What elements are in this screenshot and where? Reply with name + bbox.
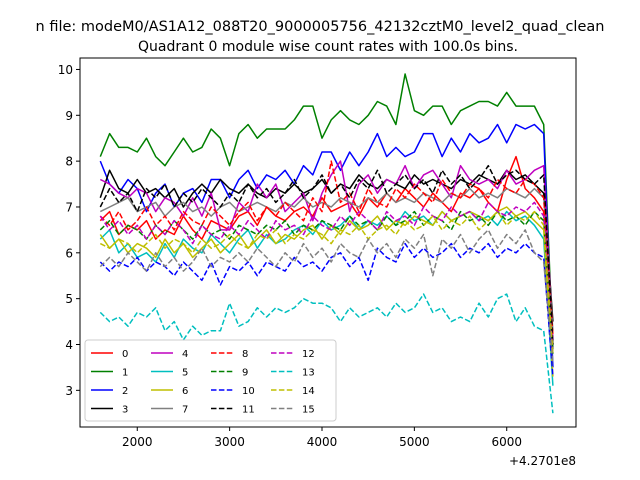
figure-suptitle: n file: modeM0/AS1A12_088T20_9000005756_…: [36, 19, 605, 35]
series-line-14: [99, 210, 554, 354]
series-line-6: [99, 206, 554, 377]
x-tick-label: 2000: [122, 435, 153, 449]
legend-label-0: 0: [122, 349, 128, 360]
legend-label-9: 9: [242, 368, 248, 379]
x-tick-label: 3000: [214, 435, 245, 449]
y-tick-label: 8: [65, 155, 73, 169]
series-line-5: [99, 210, 554, 386]
x-tick-label: 4000: [307, 435, 338, 449]
legend-label-1: 1: [122, 368, 128, 379]
plot-frame: [79, 57, 577, 428]
series-line-7: [99, 187, 554, 331]
series-line-13: [99, 293, 554, 414]
series-line-8: [99, 160, 554, 336]
x-offset-label: +4.2701e8: [509, 454, 576, 468]
legend-box: [84, 339, 337, 422]
legend-label-7: 7: [182, 405, 188, 416]
x-tick-label: 6000: [491, 435, 522, 449]
y-axis: 3 4 5 6 7 8 9 10: [58, 63, 80, 398]
legend-label-15: 15: [302, 405, 315, 416]
legend-label-13: 13: [302, 368, 315, 379]
series-line-3: [99, 169, 554, 322]
legend-label-8: 8: [242, 349, 248, 360]
series-line-9: [99, 210, 554, 354]
y-tick-label: 4: [65, 338, 73, 352]
series-line-15: [99, 229, 554, 363]
legend-label-11: 11: [242, 405, 255, 416]
y-tick-label: 5: [65, 292, 73, 306]
series-line-11: [99, 164, 554, 345]
x-axis: 2000 3000 4000 5000 6000: [122, 427, 522, 449]
legend-label-12: 12: [302, 349, 315, 360]
legend-label-14: 14: [302, 386, 315, 397]
y-tick-label: 9: [65, 109, 73, 123]
series-line-1: [99, 73, 554, 350]
legend-label-2: 2: [122, 386, 128, 397]
y-tick-label: 3: [65, 384, 73, 398]
x-tick-label: 5000: [399, 435, 430, 449]
legend-label-3: 3: [122, 405, 128, 416]
series-line-10: [99, 242, 554, 377]
chart-title: Quadrant 0 module wise count rates with …: [138, 39, 518, 55]
legend-label-4: 4: [182, 349, 188, 360]
y-tick-label: 10: [58, 63, 73, 77]
y-tick-label: 6: [65, 246, 73, 260]
series-layer: [99, 73, 554, 414]
legend-label-10: 10: [242, 386, 255, 397]
y-tick-label: 7: [65, 200, 73, 214]
legend-label-5: 5: [182, 368, 188, 379]
series-line-12: [99, 201, 554, 354]
legend-label-6: 6: [182, 386, 188, 397]
